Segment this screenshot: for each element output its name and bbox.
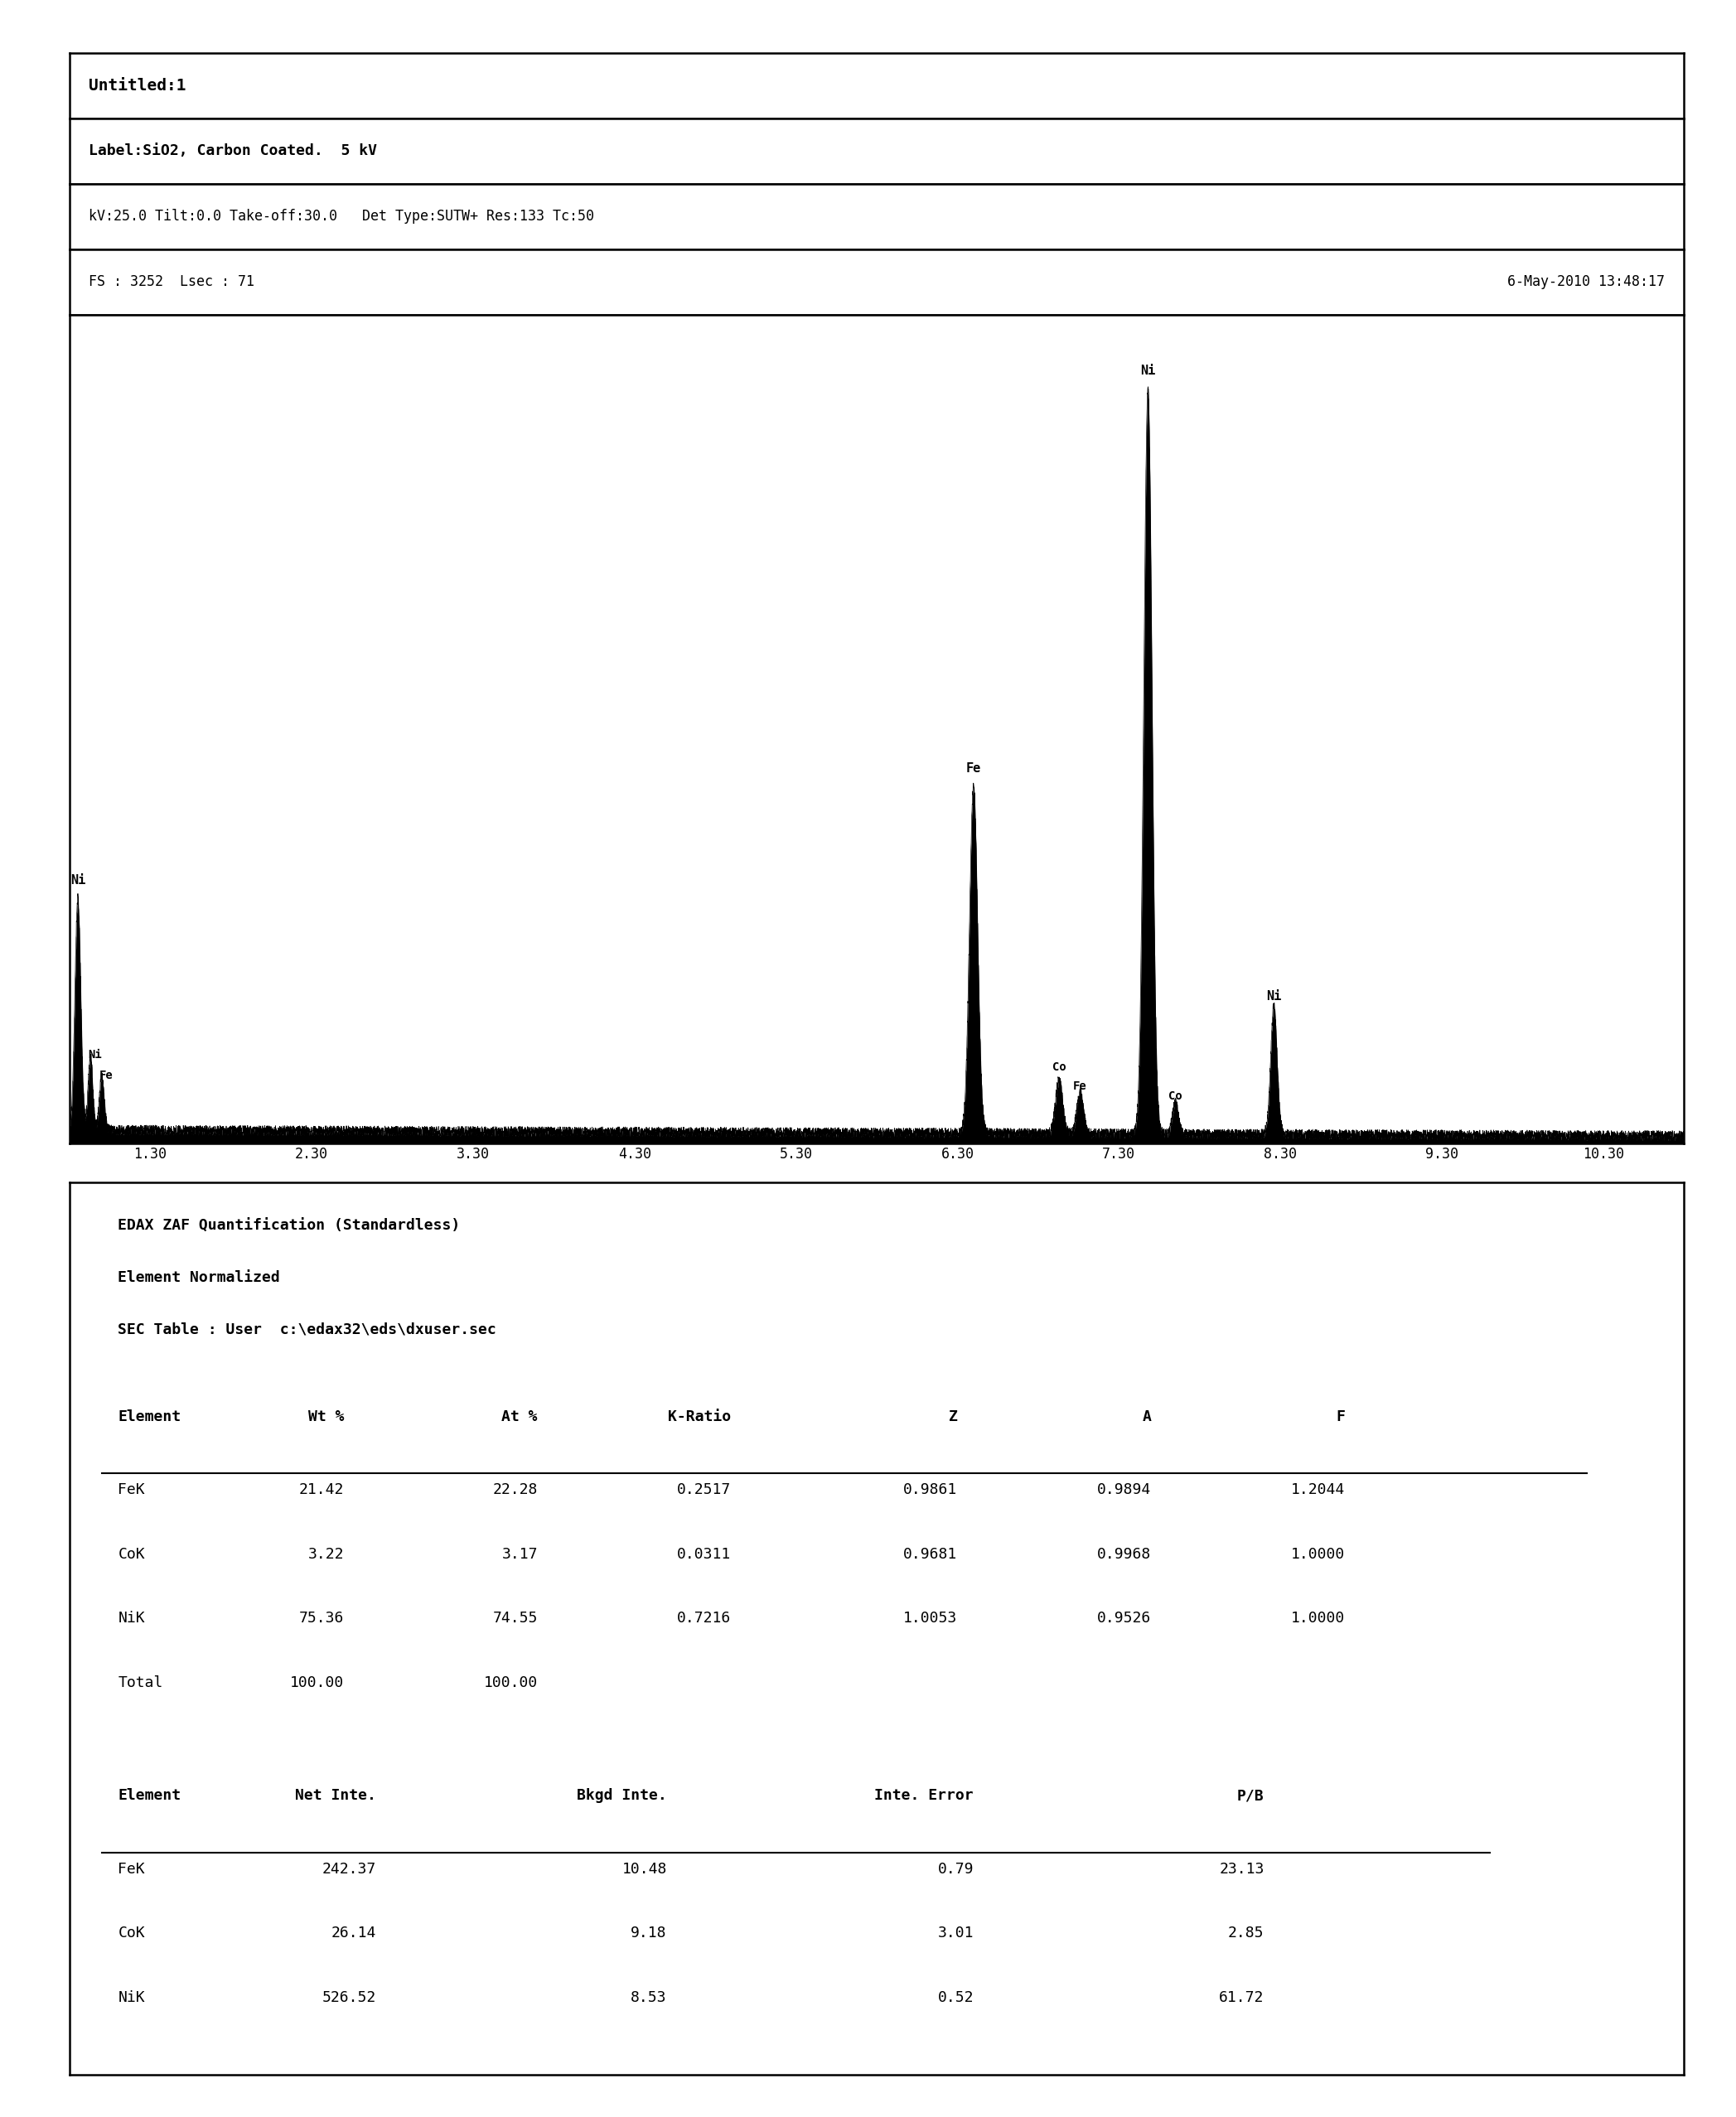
Text: 0.9861: 0.9861 bbox=[903, 1482, 958, 1497]
Text: 100.00: 100.00 bbox=[290, 1675, 344, 1689]
Text: Ni: Ni bbox=[1266, 991, 1281, 1001]
Text: 1.0000: 1.0000 bbox=[1292, 1548, 1345, 1562]
Text: 74.55: 74.55 bbox=[493, 1611, 538, 1626]
Text: Ni: Ni bbox=[69, 874, 85, 887]
Text: CoK: CoK bbox=[118, 1926, 144, 1941]
Text: F: F bbox=[1337, 1410, 1345, 1425]
Text: Inte. Error: Inte. Error bbox=[875, 1789, 974, 1804]
Text: FeK: FeK bbox=[118, 1861, 144, 1876]
Text: 242.37: 242.37 bbox=[323, 1861, 377, 1876]
Text: Ni: Ni bbox=[89, 1048, 102, 1061]
Text: 61.72: 61.72 bbox=[1219, 1990, 1264, 2005]
Text: Bkgd Inte.: Bkgd Inte. bbox=[576, 1789, 667, 1804]
Text: 23.13: 23.13 bbox=[1219, 1861, 1264, 1876]
Text: 3.17: 3.17 bbox=[502, 1548, 538, 1562]
Text: 100.00: 100.00 bbox=[484, 1675, 538, 1689]
Text: SEC Table : User  c:\edax32\eds\dxuser.sec: SEC Table : User c:\edax32\eds\dxuser.se… bbox=[118, 1321, 496, 1336]
Text: Z: Z bbox=[948, 1410, 958, 1425]
Text: 0.9526: 0.9526 bbox=[1097, 1611, 1151, 1626]
Text: Wt %: Wt % bbox=[307, 1410, 344, 1425]
Text: 0.0311: 0.0311 bbox=[677, 1548, 731, 1562]
Text: 75.36: 75.36 bbox=[299, 1611, 344, 1626]
Text: 1.0053: 1.0053 bbox=[903, 1611, 958, 1626]
Text: NiK: NiK bbox=[118, 1611, 144, 1626]
Text: NiK: NiK bbox=[118, 1990, 144, 2005]
Text: CoK: CoK bbox=[118, 1548, 144, 1562]
Text: 0.9894: 0.9894 bbox=[1097, 1482, 1151, 1497]
Text: Fe: Fe bbox=[99, 1069, 113, 1082]
Text: Ni: Ni bbox=[1141, 364, 1156, 377]
Text: 0.9681: 0.9681 bbox=[903, 1548, 958, 1562]
Text: Fe: Fe bbox=[1073, 1080, 1087, 1092]
Text: 3.22: 3.22 bbox=[307, 1548, 344, 1562]
Text: 526.52: 526.52 bbox=[323, 1990, 377, 2005]
Text: EDAX ZAF Quantification (Standardless): EDAX ZAF Quantification (Standardless) bbox=[118, 1219, 460, 1234]
Text: Total: Total bbox=[118, 1675, 163, 1689]
Text: 10.48: 10.48 bbox=[621, 1861, 667, 1876]
Text: 2.85: 2.85 bbox=[1227, 1926, 1264, 1941]
Text: Label:SiO2, Carbon Coated.  5 kV: Label:SiO2, Carbon Coated. 5 kV bbox=[89, 144, 377, 159]
Text: Fe: Fe bbox=[965, 762, 981, 775]
Text: 0.2517: 0.2517 bbox=[677, 1482, 731, 1497]
Text: 1.2044: 1.2044 bbox=[1292, 1482, 1345, 1497]
Text: 8.53: 8.53 bbox=[630, 1990, 667, 2005]
Text: A: A bbox=[1142, 1410, 1151, 1425]
Text: 9.18: 9.18 bbox=[630, 1926, 667, 1941]
Text: K-Ratio: K-Ratio bbox=[668, 1410, 731, 1425]
Text: Element Normalized: Element Normalized bbox=[118, 1270, 279, 1285]
Text: 1.0000: 1.0000 bbox=[1292, 1611, 1345, 1626]
Text: 21.42: 21.42 bbox=[299, 1482, 344, 1497]
Text: FeK: FeK bbox=[118, 1482, 144, 1497]
Text: 0.7216: 0.7216 bbox=[677, 1611, 731, 1626]
Text: kV:25.0 Tilt:0.0 Take-off:30.0   Det Type:SUTW+ Res:133 Tc:50: kV:25.0 Tilt:0.0 Take-off:30.0 Det Type:… bbox=[89, 210, 594, 224]
Text: 0.52: 0.52 bbox=[937, 1990, 974, 2005]
Text: Net Inte.: Net Inte. bbox=[295, 1789, 377, 1804]
Text: 6-May-2010 13:48:17: 6-May-2010 13:48:17 bbox=[1507, 275, 1665, 290]
Text: 22.28: 22.28 bbox=[493, 1482, 538, 1497]
Text: 0.79: 0.79 bbox=[937, 1861, 974, 1876]
Text: 3.01: 3.01 bbox=[937, 1926, 974, 1941]
Text: Co: Co bbox=[1052, 1061, 1066, 1073]
Text: 26.14: 26.14 bbox=[332, 1926, 377, 1941]
Text: Untitled:1: Untitled:1 bbox=[89, 78, 186, 93]
Text: At %: At % bbox=[502, 1410, 538, 1425]
Text: Co: Co bbox=[1168, 1090, 1182, 1101]
Text: Element: Element bbox=[118, 1410, 181, 1425]
Text: 0.9968: 0.9968 bbox=[1097, 1548, 1151, 1562]
Text: FS : 3252  Lsec : 71: FS : 3252 Lsec : 71 bbox=[89, 275, 255, 290]
Text: P/B: P/B bbox=[1238, 1789, 1264, 1804]
Text: Element: Element bbox=[118, 1789, 181, 1804]
